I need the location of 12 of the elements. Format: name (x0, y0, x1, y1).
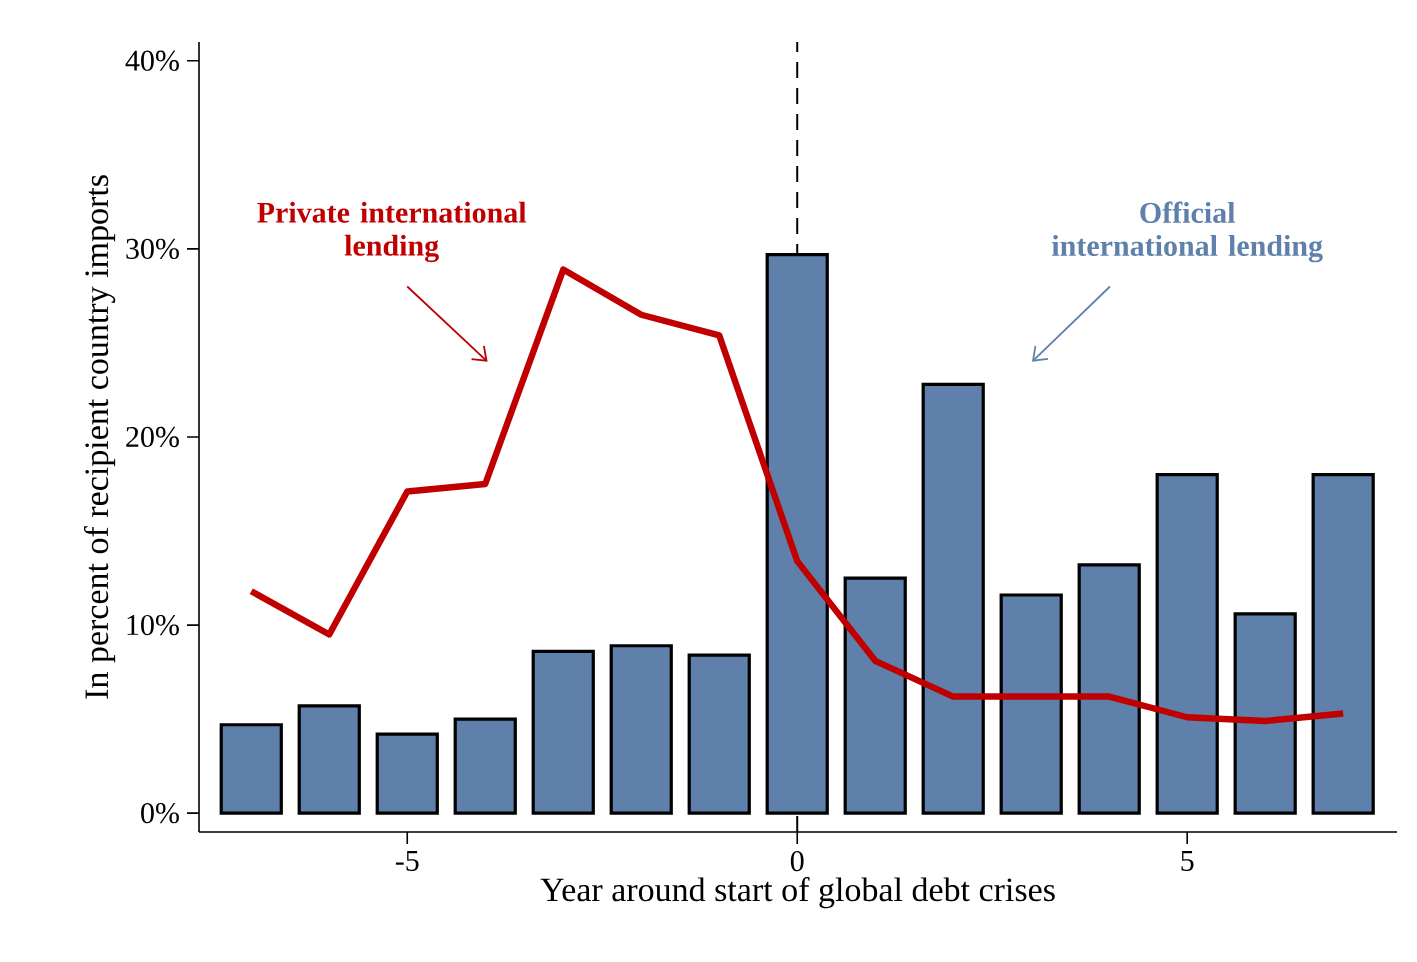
series-label: Private international lending (257, 201, 527, 263)
y-tick-label: 30% (126, 238, 179, 260)
y-tick-label: 40% (125, 50, 179, 71)
text: Official international lending (1051, 201, 1323, 263)
x-tick-label: -5 (395, 851, 419, 871)
y-axis-title: In percent of recipient country imports (83, 175, 116, 699)
y-tick-label: 10% (127, 614, 179, 636)
x-tick-label: 0 (790, 851, 804, 872)
x-tick-label: 5 (1181, 851, 1194, 871)
y-tick-label: 20% (126, 426, 179, 448)
x-axis-title: Year around start of global debt crises (540, 877, 1055, 909)
y-tick-label: 0% (141, 803, 179, 824)
